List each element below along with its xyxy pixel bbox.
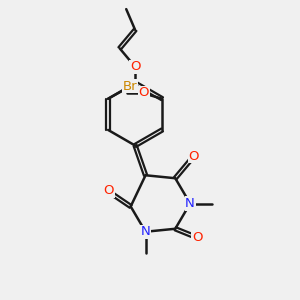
- Text: O: O: [130, 60, 140, 73]
- Text: O: O: [192, 231, 202, 244]
- Text: N: N: [141, 225, 150, 238]
- Text: O: O: [103, 184, 114, 197]
- Text: N: N: [185, 197, 195, 210]
- Text: Br: Br: [123, 80, 138, 93]
- Text: O: O: [139, 86, 149, 99]
- Text: O: O: [188, 150, 199, 163]
